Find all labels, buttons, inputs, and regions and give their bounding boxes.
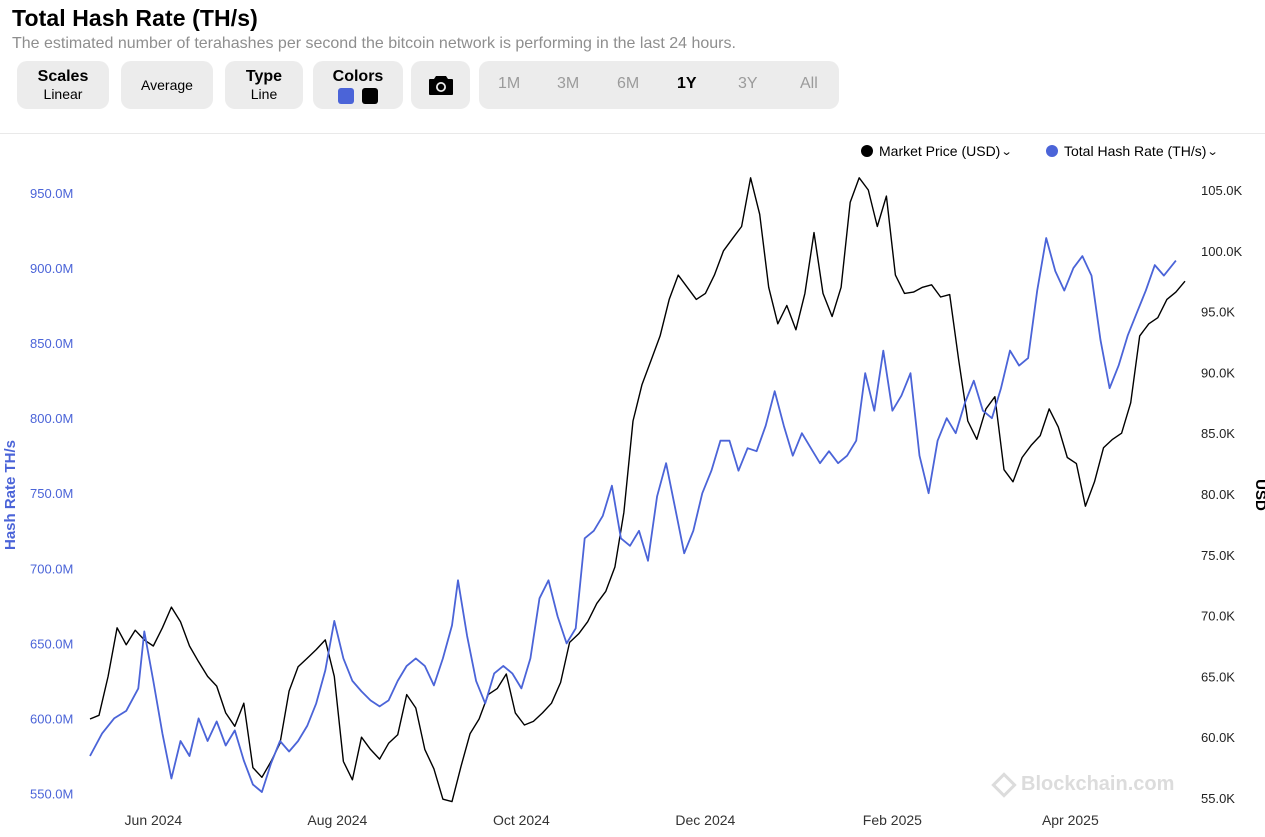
average-button[interactable]: Average [121,61,213,109]
scales-value: Linear [43,86,83,102]
right-axis-tick-label: 100.0K [1201,244,1243,259]
right-axis-tick-label: 90.0K [1201,365,1235,380]
x-axis-tick-label: Oct 2024 [493,812,550,828]
legend-item-hash[interactable]: Total Hash Rate (TH/s) ⌄ [1046,143,1219,159]
right-axis-tick-label: 80.0K [1201,487,1235,502]
left-axis-tick-label: 900.0M [30,261,73,276]
left-axis-tick-label: 800.0M [30,411,73,426]
blockchain-logo-icon [991,771,1017,798]
x-axis-tick-label: Aug 2024 [307,812,367,828]
left-axis-tick-label: 950.0M [30,186,73,201]
left-axis-tick-label: 700.0M [30,561,73,576]
right-axis-tick-label: 60.0K [1201,730,1235,745]
page-title: Total Hash Rate (TH/s) [12,5,258,31]
page-subtitle: The estimated number of terahashes per s… [12,35,736,52]
range-6m[interactable]: 6M [617,75,640,92]
left-axis-tick-label: 600.0M [30,711,73,726]
right-axis-tick-label: 65.0K [1201,669,1235,684]
x-axis-tick-label: Apr 2025 [1042,812,1099,828]
price-legend-dot [861,145,873,157]
x-axis-tick-label: Dec 2024 [675,812,735,828]
scales-button[interactable]: Scales Linear [17,61,109,109]
camera-icon [428,76,453,95]
right-axis-tick-label: 55.0K [1201,791,1235,806]
watermark-text: Blockchain.com [1021,773,1175,795]
range-all[interactable]: All [800,75,818,92]
average-label: Average [141,77,193,93]
left-axis-tick-label: 550.0M [30,786,73,801]
right-axis-title: USD [1252,479,1265,511]
range-1y[interactable]: 1Y [677,75,697,92]
chevron-down-icon: ⌄ [1000,145,1013,158]
right-axis-tick-label: 70.0K [1201,609,1235,624]
blockchain-watermark: Blockchain.com [991,771,1175,798]
type-value: Line [250,86,278,102]
header-divider [0,133,1265,134]
left-axis-tick-label: 750.0M [30,486,73,501]
right-axis-tick-label: 85.0K [1201,426,1235,441]
right-axis-tick-label: 95.0K [1201,305,1235,320]
screenshot-button[interactable] [411,61,470,109]
colors-button[interactable]: Colors [313,61,403,109]
range-3m[interactable]: 3M [557,75,580,92]
right-axis-tick-label: 75.0K [1201,548,1235,563]
left-axis-tick-label: 650.0M [30,636,73,651]
x-axis-tick-label: Feb 2025 [863,812,922,828]
left-axis-title: Hash Rate TH/s [2,440,19,550]
hash-color-swatch[interactable] [338,87,354,104]
x-axis-tick-label: Jun 2024 [125,812,183,828]
left-axis-tick-label: 850.0M [30,336,73,351]
colors-label: Colors [332,67,384,85]
hash-legend-dot [1046,145,1058,157]
legend-item-price[interactable]: Market Price (USD) ⌄ [861,143,1013,159]
hash-rate-series-line[interactable] [89,237,1177,793]
chevron-down-icon: ⌄ [1206,145,1219,158]
right-axis-tick-label: 105.0K [1201,183,1243,198]
price-color-swatch[interactable] [362,87,378,104]
time-range-group: 1M 3M 6M 1Y 3Y All [479,61,839,109]
type-label: Type [245,68,283,85]
scales-label: Scales [37,68,89,85]
range-3y[interactable]: 3Y [738,75,758,92]
market-price-series-line[interactable] [89,177,1186,803]
hash-legend-label: Total Hash Rate (TH/s) [1064,143,1207,159]
range-1m[interactable]: 1M [498,75,521,92]
price-legend-label: Market Price (USD) [879,143,1001,159]
type-button[interactable]: Type Line [225,61,303,109]
